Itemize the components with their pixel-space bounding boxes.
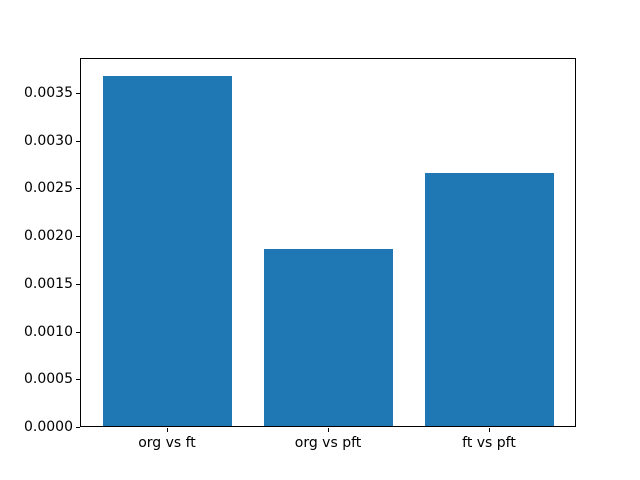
y-tick-label: 0.0020 [24,228,73,244]
x-tick-label: org vs ft [138,435,196,451]
y-tick-label: 0.0015 [24,276,73,292]
y-tick-mark [76,236,80,237]
x-tick-mark [489,428,490,432]
y-tick-mark [76,379,80,380]
y-tick-label: 0.0035 [24,85,73,101]
y-tick-mark [76,284,80,285]
plot-area [80,58,576,427]
y-tick-label: 0.0025 [24,180,73,196]
x-tick-mark [328,428,329,432]
y-tick-label: 0.0000 [24,419,73,435]
y-tick-label: 0.0005 [24,371,73,387]
y-tick-mark [76,93,80,94]
x-tick-mark [167,428,168,432]
y-tick-label: 0.0010 [24,324,73,340]
y-tick-mark [76,427,80,428]
y-tick-mark [76,141,80,142]
y-tick-mark [76,188,80,189]
x-tick-label: org vs pft [294,435,362,451]
y-tick-label: 0.0030 [24,133,73,149]
x-tick-label: ft vs pft [462,435,516,451]
y-tick-mark [76,332,80,333]
bar [425,173,554,426]
bar [103,76,232,426]
bar [264,249,393,426]
